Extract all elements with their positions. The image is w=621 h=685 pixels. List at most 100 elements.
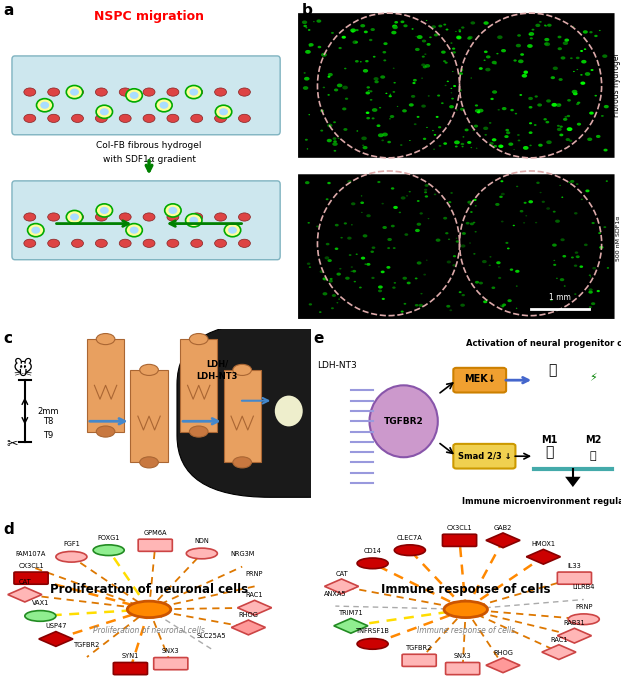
Ellipse shape: [425, 184, 428, 187]
Ellipse shape: [591, 69, 594, 71]
Ellipse shape: [380, 75, 385, 79]
Text: LDH/: LDH/: [206, 360, 229, 369]
Ellipse shape: [339, 268, 342, 269]
Ellipse shape: [347, 236, 351, 240]
Ellipse shape: [333, 140, 337, 142]
Ellipse shape: [352, 270, 356, 273]
Ellipse shape: [564, 286, 566, 287]
Text: CX3CL1: CX3CL1: [18, 562, 44, 569]
Ellipse shape: [381, 271, 384, 273]
Ellipse shape: [516, 286, 518, 287]
Ellipse shape: [302, 21, 307, 24]
Ellipse shape: [445, 85, 446, 86]
Text: 🌿: 🌿: [548, 363, 557, 377]
Ellipse shape: [376, 125, 381, 127]
Ellipse shape: [306, 27, 307, 28]
Ellipse shape: [321, 53, 327, 57]
Ellipse shape: [524, 71, 528, 73]
Ellipse shape: [342, 86, 348, 90]
Ellipse shape: [332, 294, 336, 297]
Ellipse shape: [434, 34, 438, 36]
Ellipse shape: [453, 51, 456, 53]
Ellipse shape: [520, 53, 524, 56]
Ellipse shape: [389, 95, 392, 97]
Ellipse shape: [366, 86, 370, 88]
Polygon shape: [486, 533, 520, 548]
Ellipse shape: [309, 266, 311, 268]
Ellipse shape: [567, 127, 573, 131]
Ellipse shape: [421, 64, 425, 66]
Ellipse shape: [499, 145, 504, 148]
Ellipse shape: [402, 277, 407, 279]
Text: GPM6A: GPM6A: [143, 530, 167, 536]
Ellipse shape: [570, 180, 574, 183]
Ellipse shape: [498, 266, 500, 267]
Ellipse shape: [433, 134, 436, 136]
Ellipse shape: [438, 145, 442, 147]
Ellipse shape: [517, 34, 521, 37]
Ellipse shape: [350, 271, 352, 272]
Ellipse shape: [93, 545, 124, 556]
Ellipse shape: [381, 140, 384, 141]
Ellipse shape: [383, 226, 387, 229]
Ellipse shape: [369, 385, 438, 458]
Ellipse shape: [343, 128, 348, 131]
Ellipse shape: [456, 240, 459, 242]
Text: Immune microenvironment regulation: Immune microenvironment regulation: [463, 497, 621, 506]
Ellipse shape: [451, 210, 453, 212]
Ellipse shape: [317, 19, 321, 23]
Ellipse shape: [362, 145, 365, 146]
Ellipse shape: [189, 216, 198, 224]
Ellipse shape: [449, 105, 454, 108]
Ellipse shape: [373, 55, 376, 58]
Ellipse shape: [316, 225, 319, 227]
Ellipse shape: [238, 213, 250, 221]
Ellipse shape: [303, 86, 309, 90]
Ellipse shape: [394, 282, 396, 284]
Ellipse shape: [516, 44, 521, 47]
Ellipse shape: [70, 214, 79, 221]
Ellipse shape: [471, 21, 475, 25]
Text: FOXG1: FOXG1: [97, 535, 120, 540]
Ellipse shape: [573, 92, 578, 95]
Ellipse shape: [558, 36, 561, 38]
Ellipse shape: [560, 185, 561, 186]
Ellipse shape: [342, 108, 347, 110]
Ellipse shape: [338, 138, 340, 139]
Ellipse shape: [523, 222, 525, 223]
Ellipse shape: [482, 260, 487, 263]
FancyBboxPatch shape: [402, 654, 436, 667]
Ellipse shape: [366, 263, 371, 266]
Text: SNX3: SNX3: [162, 648, 179, 654]
Ellipse shape: [577, 101, 581, 104]
Ellipse shape: [238, 239, 250, 247]
Ellipse shape: [558, 47, 562, 50]
Ellipse shape: [215, 239, 227, 247]
Ellipse shape: [454, 140, 460, 145]
Ellipse shape: [391, 31, 397, 34]
Ellipse shape: [598, 232, 601, 234]
Ellipse shape: [215, 88, 227, 96]
Ellipse shape: [167, 239, 179, 247]
Text: LILRB4: LILRB4: [573, 584, 595, 590]
Ellipse shape: [604, 226, 606, 228]
Ellipse shape: [528, 32, 534, 36]
Text: CAT: CAT: [335, 571, 348, 577]
Ellipse shape: [489, 256, 491, 258]
Text: IL33: IL33: [568, 562, 581, 569]
Ellipse shape: [191, 88, 202, 96]
Ellipse shape: [591, 302, 596, 305]
Text: SNX3: SNX3: [454, 653, 471, 659]
Ellipse shape: [496, 261, 501, 264]
Ellipse shape: [589, 112, 594, 114]
Ellipse shape: [374, 80, 379, 84]
Ellipse shape: [483, 300, 487, 303]
Ellipse shape: [70, 88, 79, 96]
Ellipse shape: [361, 257, 365, 260]
Ellipse shape: [479, 67, 483, 70]
Ellipse shape: [363, 69, 368, 73]
Ellipse shape: [317, 46, 321, 49]
Ellipse shape: [516, 308, 517, 309]
Ellipse shape: [327, 139, 332, 142]
Ellipse shape: [569, 140, 573, 142]
